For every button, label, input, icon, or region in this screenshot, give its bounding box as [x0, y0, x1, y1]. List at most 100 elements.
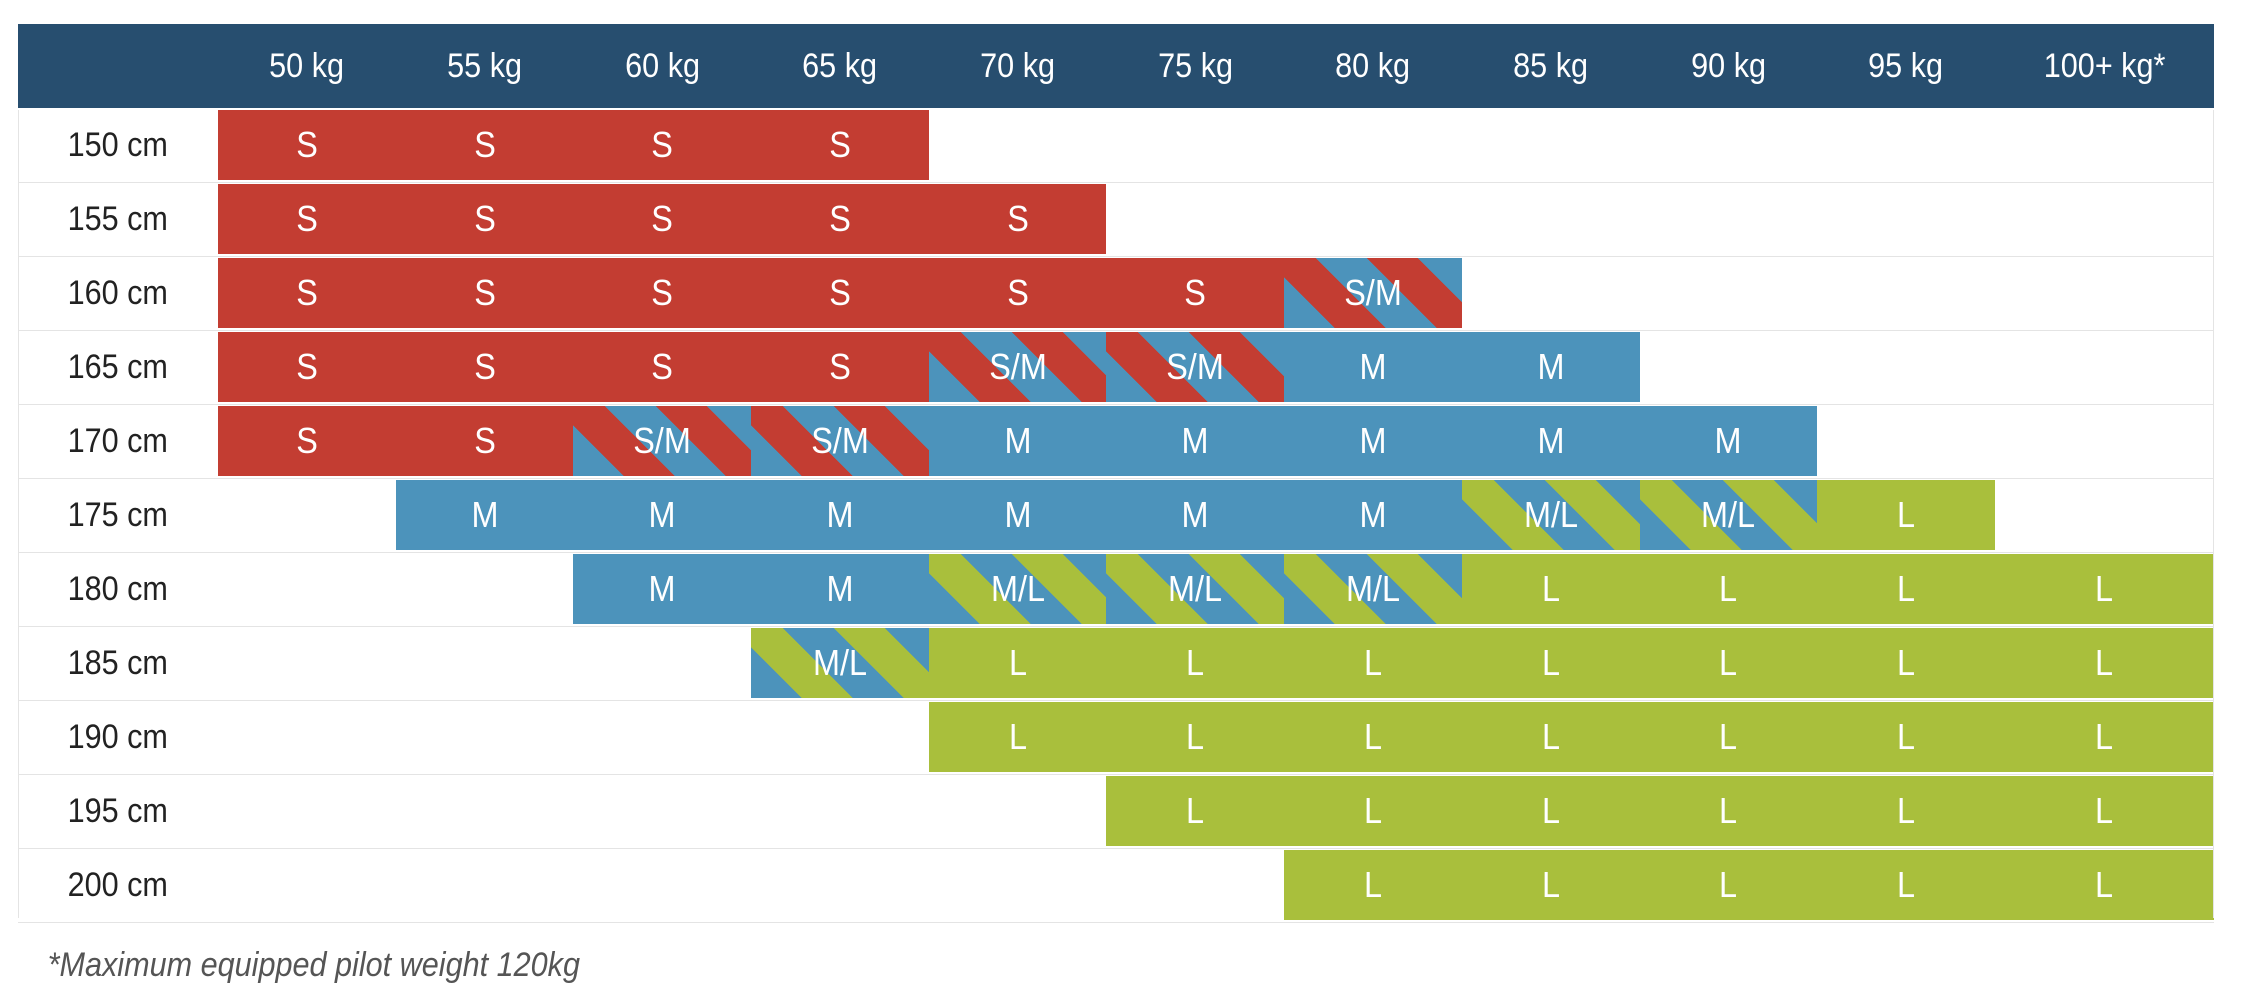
empty-cell [573, 702, 751, 772]
height-label-cell: 160 cm [18, 258, 218, 328]
size-cell: L [1817, 850, 1995, 920]
size-cell: M [395, 480, 574, 550]
size-cell: L [1461, 850, 1640, 920]
size-cell: L [928, 628, 1107, 698]
empty-cell [573, 776, 751, 846]
empty-cell [573, 850, 751, 920]
size-cell: L [1994, 776, 2214, 846]
size-cell: L [1639, 850, 1818, 920]
empty-cell [1284, 184, 1462, 254]
size-cell: L [1461, 776, 1640, 846]
size-cell: L [1284, 776, 1462, 846]
height-label-cell: 185 cm [18, 628, 218, 698]
size-cell: S [395, 258, 574, 328]
height-label-cell: 175 cm [18, 480, 218, 550]
table-row: 160 cm S S S S S S S/M [18, 258, 2214, 331]
empty-cell [218, 776, 396, 846]
empty-cell [396, 628, 574, 698]
empty-cell [1995, 184, 2214, 254]
size-cell: M [1284, 406, 1462, 476]
empty-cell [1995, 406, 2214, 476]
weight-header-row: 50 kg 55 kg 60 kg 65 kg 70 kg 75 kg 80 kg 85 kg… [18, 24, 2214, 108]
size-cell: L [1639, 776, 1818, 846]
empty-cell [1995, 480, 2214, 550]
empty-cell [1640, 258, 1818, 328]
size-cell: S/M [573, 406, 752, 476]
empty-cell [1817, 406, 1995, 476]
weight-header-cell: 60 kg [624, 46, 700, 85]
size-cell: L [1284, 702, 1462, 772]
weight-header-cell: 80 kg [1335, 46, 1411, 85]
size-cell: S [751, 184, 929, 254]
size-cell: S [395, 110, 574, 180]
size-cell: L [1817, 554, 1995, 624]
size-cell: S [395, 332, 574, 402]
size-cell: L [1994, 628, 2214, 698]
empty-cell [751, 776, 929, 846]
empty-cell [218, 702, 396, 772]
size-cell: S [218, 406, 396, 476]
height-label-cell: 165 cm [18, 332, 218, 402]
table-row: 170 cm S S S/M S/M M M M M M [18, 406, 2214, 479]
table-row: 165 cm S S S S S/M S/M M M [18, 332, 2214, 405]
size-cell: M [1639, 406, 1818, 476]
empty-cell [1106, 110, 1284, 180]
footnote-text: *Maximum equipped pilot weight 120kg [47, 946, 580, 984]
height-label-cell: 195 cm [18, 776, 218, 846]
size-cell: S [395, 184, 574, 254]
empty-cell [396, 702, 574, 772]
size-cell: L [1284, 628, 1462, 698]
size-chart-table: 50 kg 55 kg 60 kg 65 kg 70 kg 75 kg 80 kg 85 kg… [18, 24, 2214, 924]
empty-cell [1106, 850, 1284, 920]
size-cell: M/L [1284, 554, 1462, 624]
size-cell: L [1461, 702, 1640, 772]
size-cell: S [751, 258, 929, 328]
size-cell: L [1106, 776, 1285, 846]
size-cell: S/M [1284, 258, 1462, 328]
size-cell: M/L [1639, 480, 1818, 550]
size-cell: L [1461, 554, 1640, 624]
empty-cell [1640, 332, 1818, 402]
empty-cell [751, 702, 929, 772]
size-cell: M [573, 554, 752, 624]
empty-cell [751, 850, 929, 920]
size-cell: L [928, 702, 1107, 772]
height-label-cell: 150 cm [18, 110, 218, 180]
empty-cell [1995, 258, 2214, 328]
size-cell: S [751, 110, 929, 180]
size-cell: S/M [928, 332, 1107, 402]
empty-cell [1995, 332, 2214, 402]
size-cell: L [1106, 628, 1285, 698]
size-cell: M [1461, 332, 1640, 402]
empty-cell [396, 554, 574, 624]
weight-header-cell: 55 kg [447, 46, 522, 85]
table-row: 155 cm S S S S S [18, 184, 2214, 257]
size-cell: L [1461, 628, 1640, 698]
empty-cell [1817, 184, 1995, 254]
size-cell: L [1106, 702, 1285, 772]
empty-cell [218, 628, 396, 698]
size-cell: S [573, 332, 752, 402]
empty-cell [1817, 110, 1995, 180]
size-cell: L [1817, 702, 1995, 772]
empty-cell [1640, 184, 1818, 254]
empty-cell [573, 628, 751, 698]
weight-header-cell: 50 kg [269, 46, 345, 85]
size-cell: S [573, 110, 752, 180]
size-cell: M [1106, 480, 1285, 550]
size-cell: L [1639, 628, 1818, 698]
weight-header-cell: 75 kg [1157, 46, 1233, 85]
empty-cell [1462, 258, 1640, 328]
empty-cell [929, 850, 1107, 920]
height-label-cell: 200 cm [18, 850, 218, 920]
empty-cell [1284, 110, 1462, 180]
table-row: 175 cm M M M M M M M/L M/L L [18, 480, 2214, 553]
size-cell: M [573, 480, 752, 550]
weight-header-cell: 70 kg [980, 46, 1056, 85]
size-cell: M/L [751, 628, 929, 698]
size-cell: S [1106, 258, 1285, 328]
empty-cell [218, 554, 396, 624]
height-label-cell: 155 cm [18, 184, 218, 254]
size-cell: L [1817, 776, 1995, 846]
